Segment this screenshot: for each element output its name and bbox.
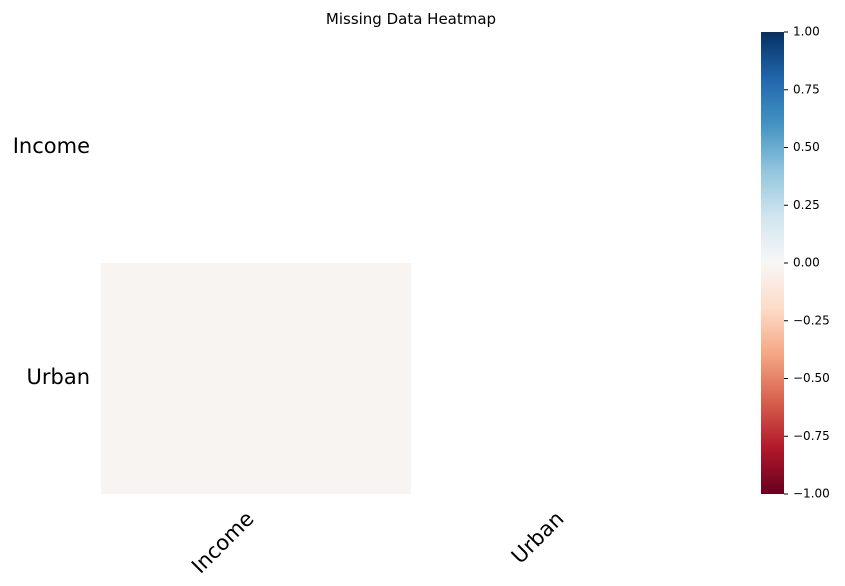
colorbar-ticks: −1.00 −0.75 −0.50 −0.25 0.00 0.25 0.50 0.75 1.00 (784, 25, 830, 501)
colorbar-tick-label: −0.25 (793, 313, 830, 327)
row-label-income: Income (13, 134, 90, 158)
chart-title: Missing Data Heatmap (326, 10, 496, 28)
column-label-income: Income (187, 507, 259, 579)
column-label-urban: Urban (507, 507, 569, 569)
heatmap-cell-urban-income (101, 263, 411, 494)
colorbar (761, 32, 784, 494)
colorbar-tick-label: −0.50 (793, 371, 830, 385)
colorbar-tick-label: −1.00 (793, 487, 830, 501)
colorbar-tick-label: 0.25 (793, 198, 820, 212)
colorbar-tick-label: 0.00 (793, 256, 820, 270)
colorbar-tick-label: 0.75 (793, 82, 820, 96)
row-label-urban: Urban (26, 365, 90, 389)
colorbar-tick-label: −0.75 (793, 429, 830, 443)
colorbar-tick-label: 1.00 (793, 25, 820, 39)
heatmap-cells (101, 263, 411, 494)
colorbar-tick-label: 0.50 (793, 140, 820, 154)
